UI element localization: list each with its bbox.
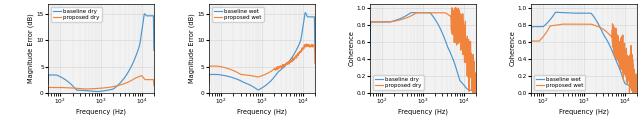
proposed dry (147, 79, 155, 80)
baseline wet (630, 88, 637, 89)
Line: proposed wet: proposed wet (209, 44, 315, 79)
baseline wet (611, 56, 618, 57)
baseline wet (579, 12, 586, 14)
proposed dry (469, 92, 477, 93)
proposed wet (257, 75, 264, 77)
proposed dry (415, 12, 422, 13)
baseline wet (205, 83, 213, 84)
baseline dry (96, 91, 104, 92)
proposed wet (311, 62, 319, 64)
proposed dry (448, 7, 456, 9)
baseline wet (633, 91, 640, 92)
proposed wet (289, 60, 296, 61)
baseline wet (289, 56, 296, 58)
baseline dry (469, 90, 477, 92)
proposed wet (205, 79, 213, 80)
baseline wet (552, 12, 560, 13)
proposed wet (527, 40, 535, 42)
proposed wet (633, 80, 640, 81)
proposed dry (150, 85, 157, 86)
proposed wet (303, 43, 310, 45)
baseline dry (469, 90, 477, 92)
baseline wet (211, 74, 218, 75)
baseline dry (49, 74, 57, 76)
proposed dry (93, 88, 100, 89)
baseline wet (308, 16, 316, 18)
baseline dry (141, 13, 148, 14)
baseline dry (418, 12, 426, 13)
Y-axis label: Magnitude Error (dB): Magnitude Error (dB) (189, 13, 195, 83)
proposed wet (576, 23, 584, 25)
baseline wet (301, 12, 309, 13)
proposed wet (579, 23, 586, 25)
proposed dry (127, 80, 135, 81)
Y-axis label: Magnitude Error (dB): Magnitude Error (dB) (28, 13, 35, 83)
proposed dry (417, 12, 425, 13)
proposed dry (371, 21, 379, 23)
baseline dry (371, 21, 379, 23)
proposed wet (211, 65, 218, 67)
proposed dry (472, 92, 479, 93)
Y-axis label: Coherence: Coherence (509, 30, 515, 66)
X-axis label: Frequency (Hz): Frequency (Hz) (398, 108, 448, 115)
baseline wet (576, 12, 584, 14)
baseline dry (415, 12, 422, 13)
proposed wet (630, 80, 637, 82)
Line: baseline wet: baseline wet (531, 12, 637, 92)
baseline wet (532, 26, 540, 27)
proposed wet (532, 40, 540, 42)
baseline wet (527, 59, 535, 60)
Legend: baseline dry, proposed dry: baseline dry, proposed dry (372, 75, 424, 90)
baseline wet (311, 50, 319, 52)
Legend: baseline dry, proposed dry: baseline dry, proposed dry (51, 7, 102, 22)
baseline dry (150, 50, 157, 51)
proposed wet (609, 23, 616, 25)
baseline dry (147, 15, 155, 17)
baseline wet (630, 88, 637, 89)
baseline dry (127, 65, 135, 67)
baseline dry (93, 91, 101, 92)
baseline dry (44, 83, 52, 85)
proposed wet (308, 43, 316, 45)
Legend: baseline wet, proposed wet: baseline wet, proposed wet (212, 7, 264, 22)
baseline dry (147, 15, 155, 17)
Y-axis label: Coherence: Coherence (348, 30, 355, 66)
proposed dry (469, 66, 477, 67)
Line: proposed dry: proposed dry (370, 8, 476, 93)
baseline wet (257, 88, 264, 90)
proposed wet (630, 87, 637, 89)
proposed dry (449, 27, 457, 29)
baseline wet (254, 89, 262, 91)
X-axis label: Frequency (Hz): Frequency (Hz) (76, 108, 126, 115)
Line: proposed wet: proposed wet (531, 24, 637, 93)
proposed dry (95, 88, 103, 89)
proposed dry (49, 87, 57, 88)
baseline dry (449, 59, 457, 61)
baseline dry (366, 57, 374, 58)
Line: proposed dry: proposed dry (48, 76, 154, 90)
proposed wet (628, 92, 636, 93)
Legend: baseline wet, proposed wet: baseline wet, proposed wet (534, 75, 586, 90)
proposed wet (308, 44, 316, 45)
X-axis label: Frequency (Hz): Frequency (Hz) (237, 108, 287, 115)
proposed dry (138, 75, 145, 76)
proposed dry (469, 89, 477, 91)
baseline dry (472, 92, 479, 93)
baseline dry (93, 91, 100, 92)
proposed wet (254, 76, 262, 78)
Line: baseline dry: baseline dry (48, 14, 154, 92)
X-axis label: Frequency (Hz): Frequency (Hz) (559, 108, 609, 115)
proposed wet (611, 54, 618, 55)
baseline wet (308, 16, 316, 18)
baseline wet (254, 89, 262, 91)
baseline dry (408, 12, 415, 13)
proposed dry (44, 89, 52, 91)
Line: baseline wet: baseline wet (209, 13, 315, 90)
proposed dry (147, 79, 155, 80)
Line: baseline dry: baseline dry (370, 13, 476, 92)
proposed dry (366, 21, 374, 23)
